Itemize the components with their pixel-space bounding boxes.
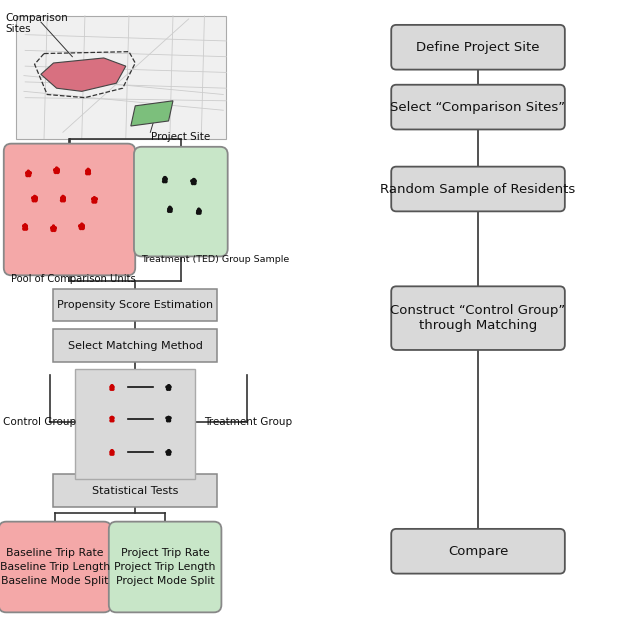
FancyBboxPatch shape [0, 522, 111, 612]
Text: Propensity Score Estimation: Propensity Score Estimation [57, 300, 213, 310]
Circle shape [25, 224, 26, 226]
Circle shape [198, 208, 199, 210]
FancyBboxPatch shape [391, 286, 565, 350]
Circle shape [34, 195, 35, 197]
Polygon shape [41, 58, 126, 91]
Circle shape [62, 195, 64, 197]
Circle shape [81, 223, 82, 225]
Bar [75, 369, 195, 479]
Circle shape [169, 206, 170, 208]
FancyBboxPatch shape [391, 25, 565, 70]
Circle shape [56, 167, 57, 169]
Text: Comparison
Sites: Comparison Sites [5, 13, 68, 34]
Circle shape [94, 197, 95, 198]
Text: Project Trip Rate
Project Trip Length
Project Mode Split: Project Trip Rate Project Trip Length Pr… [114, 548, 216, 586]
Bar [53, 329, 217, 362]
Text: Treatment (TED) Group Sample: Treatment (TED) Group Sample [142, 255, 290, 264]
Text: Treatment Group: Treatment Group [204, 417, 292, 427]
Text: Define Project Site: Define Project Site [416, 41, 540, 54]
Text: Statistical Tests: Statistical Tests [92, 486, 179, 496]
Circle shape [168, 450, 169, 451]
Text: Random Sample of Residents: Random Sample of Residents [381, 183, 576, 195]
Bar [16, 16, 226, 139]
Circle shape [168, 416, 169, 418]
Circle shape [111, 385, 113, 386]
FancyBboxPatch shape [391, 166, 565, 212]
Circle shape [193, 178, 194, 180]
FancyBboxPatch shape [4, 144, 135, 275]
Bar [53, 289, 217, 321]
Circle shape [168, 385, 169, 386]
Text: Select Matching Method: Select Matching Method [68, 341, 203, 351]
Text: Baseline Trip Rate
Baseline Trip Length
Baseline Mode Split: Baseline Trip Rate Baseline Trip Length … [0, 548, 110, 586]
Text: Construct “Control Group”
through Matching: Construct “Control Group” through Matchi… [391, 304, 565, 332]
Text: Project Site: Project Site [151, 132, 210, 142]
FancyBboxPatch shape [391, 85, 565, 130]
Polygon shape [131, 101, 173, 126]
Circle shape [111, 450, 113, 451]
Circle shape [87, 168, 89, 170]
Text: Compare: Compare [448, 545, 508, 558]
Circle shape [111, 416, 113, 418]
FancyBboxPatch shape [134, 147, 228, 256]
Circle shape [53, 225, 54, 227]
Circle shape [28, 170, 29, 172]
Circle shape [164, 176, 165, 178]
Text: Pool of Comparison Units: Pool of Comparison Units [11, 274, 136, 284]
Text: Control Group: Control Group [3, 417, 76, 427]
Bar [53, 474, 217, 507]
FancyBboxPatch shape [109, 522, 221, 612]
Text: Select “Comparison Sites”: Select “Comparison Sites” [391, 101, 565, 113]
FancyBboxPatch shape [391, 529, 565, 573]
